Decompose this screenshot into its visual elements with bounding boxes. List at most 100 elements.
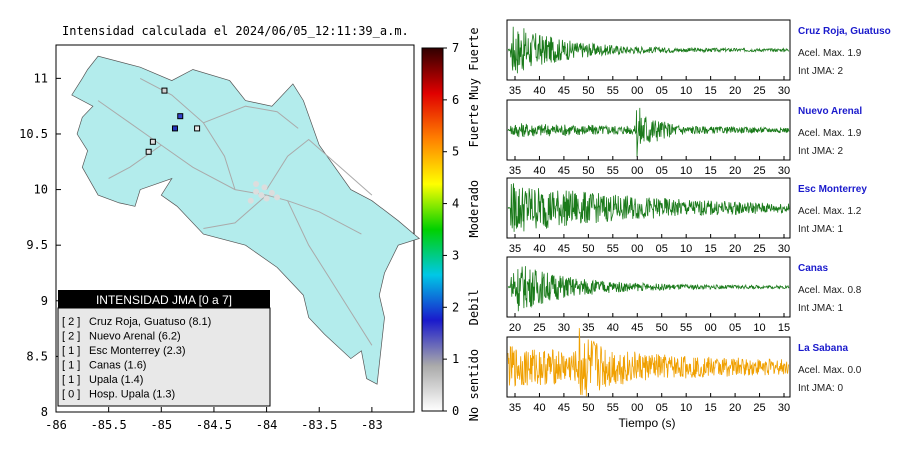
waveform-tick-label: 40 xyxy=(533,165,545,177)
legend-title: INTENSIDAD JMA [0 a 7] xyxy=(96,293,232,307)
legend-item-level: [ 1 ] xyxy=(62,345,80,357)
waveform-tick-label: 00 xyxy=(631,85,643,97)
road-line-1 xyxy=(266,138,373,196)
waveform-tick-label: 45 xyxy=(558,165,570,177)
waveform-tick-label: 45 xyxy=(558,85,570,97)
waveform-int-jma: Int JMA: 0 xyxy=(798,383,843,394)
map-x-tick-label: -86 xyxy=(45,418,67,432)
colorbar-category-label: Moderado xyxy=(467,180,481,238)
station-marker xyxy=(145,148,152,155)
colorbar-tick-label: 5 xyxy=(452,145,459,159)
waveform-trace xyxy=(507,183,790,232)
waveform-tick-label: 05 xyxy=(656,402,668,414)
waveform-int-jma: Int JMA: 2 xyxy=(798,66,843,77)
colorbar-tick-label: 7 xyxy=(452,41,459,55)
town-marker xyxy=(253,188,260,195)
waveform-tick-label: 35 xyxy=(509,402,521,414)
waveform-tick-label: 55 xyxy=(607,243,619,255)
waveform-tick-label: 00 xyxy=(631,165,643,177)
colorbar xyxy=(421,47,444,412)
legend-item-level: [ 2 ] xyxy=(62,316,80,328)
town-marker xyxy=(268,189,275,196)
waveform-tick-label: 20 xyxy=(729,85,741,97)
waveform-tick-label: 05 xyxy=(656,85,668,97)
map-y-tick-label: 9 xyxy=(41,294,48,308)
waveform-panel: 35 40 45 50 55 00 05 10 15 20 25 30 La Sabana Acel. M… xyxy=(506,327,862,414)
waveform-tick-label: 00 xyxy=(705,322,717,334)
legend-item-level: [ 1 ] xyxy=(62,374,80,386)
road-line-6 xyxy=(203,194,267,229)
map-x-tick-label: -85.5 xyxy=(91,418,127,432)
waveform-tick-label: 50 xyxy=(582,402,594,414)
waveform-int-jma: Int JMA: 2 xyxy=(798,146,843,157)
waveform-panel: 20 25 30 35 40 45 50 55 00 05 10 15 Canas Acel. Max. … xyxy=(506,256,862,334)
legend-item-level: [ 1 ] xyxy=(62,360,80,372)
town-marker xyxy=(261,184,268,191)
waveform-tick-label: 10 xyxy=(680,402,692,414)
town-marker xyxy=(258,192,265,199)
legend-item-name: Nuevo Arenal (6.2) xyxy=(89,331,181,343)
waveform-tick-label: 30 xyxy=(778,243,790,255)
station-marker xyxy=(149,138,156,145)
waveform-tick-label: 45 xyxy=(558,243,570,255)
map-x-tick-label: -83 xyxy=(361,418,383,432)
waveform-tick-label: 30 xyxy=(778,402,790,414)
waveform-tick-label: 25 xyxy=(753,85,765,97)
waveform-tick-label: 55 xyxy=(607,402,619,414)
town-marker xyxy=(253,181,260,188)
colorbar-category-label: Debil xyxy=(467,289,481,325)
waveform-station-name: Canas xyxy=(798,263,828,274)
waveform-trace xyxy=(508,26,790,74)
waveform-panel: 35 40 45 50 55 00 05 10 15 20 25 30 Nuevo Arenal Acel… xyxy=(506,99,862,177)
map-y-tick-label: 8 xyxy=(41,405,48,419)
legend-item-name: Esc Monterrey (2.3) xyxy=(89,345,186,357)
waveform-tick-label: 25 xyxy=(753,243,765,255)
map-y-tick-label: 10 xyxy=(34,183,48,197)
waveform-int-jma: Int JMA: 1 xyxy=(798,224,843,235)
colorbar-tick-label: 0 xyxy=(452,404,459,418)
waveform-tick-label: 15 xyxy=(705,243,717,255)
legend-item-name: Upala (1.4) xyxy=(89,374,143,386)
waveform-int-jma: Int JMA: 1 xyxy=(798,303,843,314)
intensity-legend: INTENSIDAD JMA [0 a 7] [ 2 ] Cruz Roja, G… xyxy=(57,290,271,407)
waveform-tick-label: 20 xyxy=(729,402,741,414)
map-y-tick-label: 10.5 xyxy=(19,127,48,141)
waveform-station-name: La Sabana xyxy=(798,343,848,354)
map-x-tick-label: -84 xyxy=(256,418,278,432)
legend-title-bar xyxy=(58,290,270,308)
colorbar-category-label: No sentido xyxy=(467,349,481,421)
colorbar-tick-label: 3 xyxy=(452,248,459,262)
waveform-tick-label: 20 xyxy=(509,322,521,334)
map-x-tick-label: -85 xyxy=(150,418,172,432)
waveform-accel-max: Acel. Max. 0.0 xyxy=(798,365,862,376)
colorbar-ticks: 0 1 2 3 4 5 6 7 xyxy=(443,41,459,418)
legend-item-level: [ 2 ] xyxy=(62,331,80,343)
waveform-tick-label: 10 xyxy=(680,165,692,177)
waveform-tick-label: 25 xyxy=(753,402,765,414)
colorbar-tick-label: 1 xyxy=(452,352,459,366)
station-marker xyxy=(161,87,168,94)
town-marker xyxy=(274,194,281,201)
waveform-accel-max: Acel. Max. 1.9 xyxy=(798,48,862,59)
road-line-3 xyxy=(287,200,373,346)
waveform-station-name: Nuevo Arenal xyxy=(798,106,862,117)
waveform-trace xyxy=(507,266,790,312)
waveform-panel: 35 40 45 50 55 00 05 10 15 20 25 30 Cruz Roja, Guatu… xyxy=(506,19,891,97)
waveform-tick-label: 40 xyxy=(533,402,545,414)
waveform-panel: 35 40 45 50 55 00 05 10 15 20 25 30 Esc Monterrey Ace… xyxy=(506,177,867,255)
waveform-tick-label: 15 xyxy=(778,322,790,334)
waveform-tick-label: 50 xyxy=(582,85,594,97)
waveform-tick-label: 05 xyxy=(729,322,741,334)
waveform-tick-label: 30 xyxy=(778,165,790,177)
waveform-tick-label: 35 xyxy=(582,322,594,334)
map-y-tick-label: 11 xyxy=(34,71,48,85)
waveform-accel-max: Acel. Max. 1.9 xyxy=(798,128,862,139)
waveform-tick-label: 40 xyxy=(533,243,545,255)
waveform-tick-label: 45 xyxy=(631,322,643,334)
waveform-station-name: Cruz Roja, Guatuso xyxy=(798,26,891,37)
station-marker xyxy=(194,125,201,132)
waveform-tick-label: 30 xyxy=(558,322,570,334)
map-title: Intensidad calculada el 2024/06/05_12:11… xyxy=(62,24,409,38)
